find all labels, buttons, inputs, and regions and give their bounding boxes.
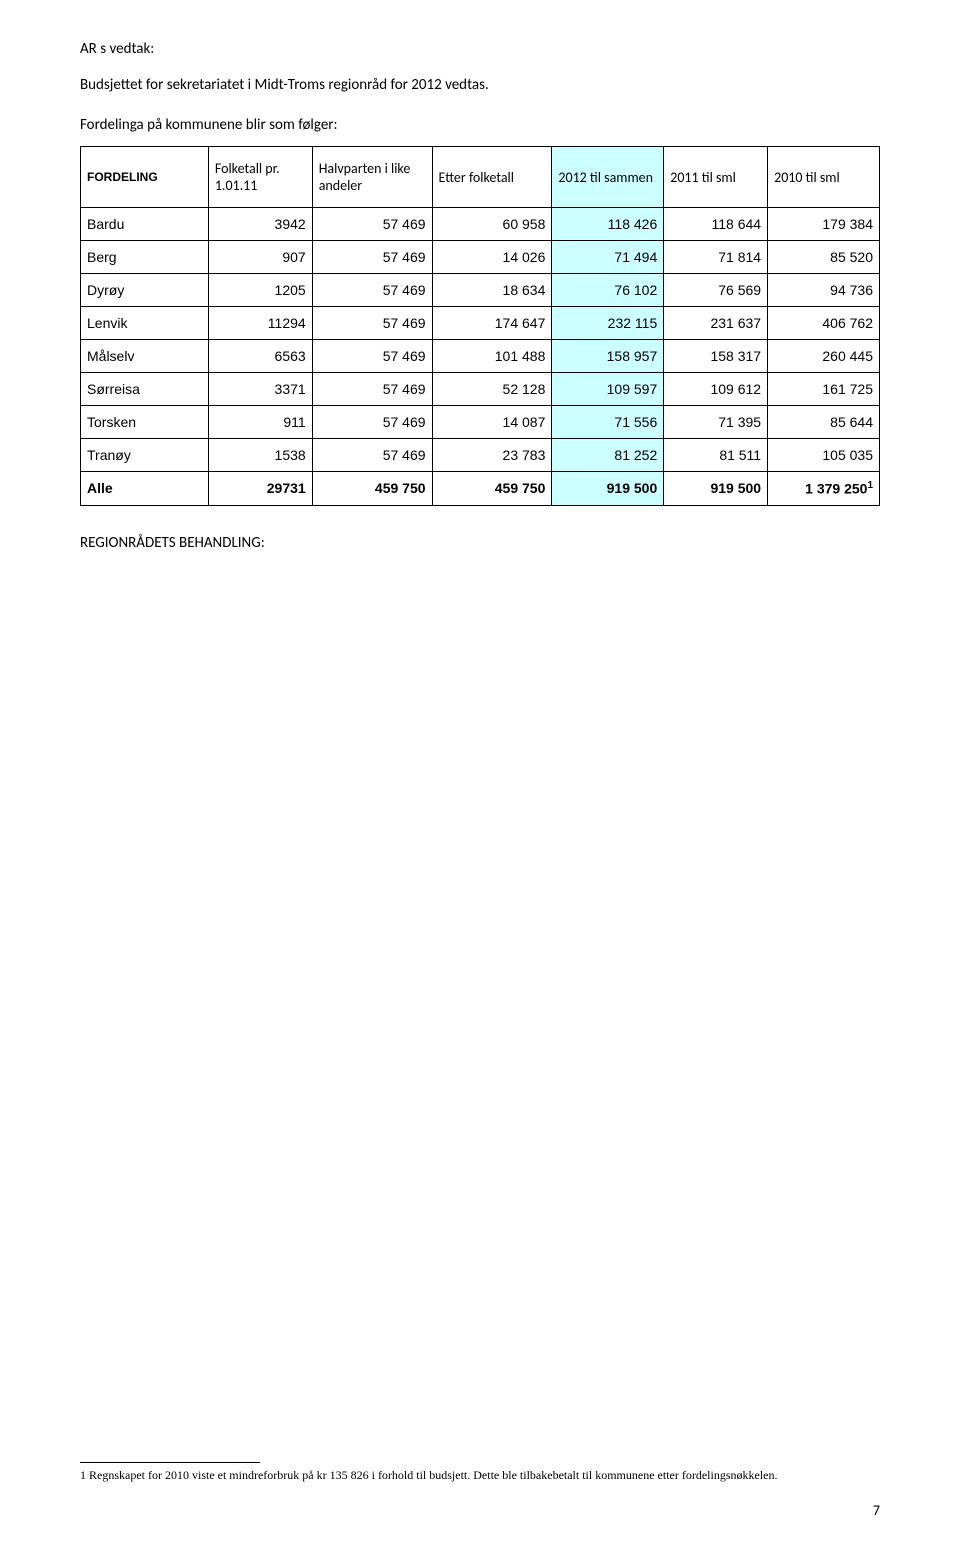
cell-name: Tranøy [81,439,209,472]
cell-2010: 260 445 [768,340,880,373]
cell-2010: 94 736 [768,274,880,307]
cell-2012: 109 597 [552,373,664,406]
cell-2012: 919 500 [552,472,664,506]
cell-halvparten: 459 750 [312,472,432,506]
cell-halvparten: 57 469 [312,406,432,439]
cell-2011: 81 511 [664,439,768,472]
table-row: Målselv656357 469101 488158 957158 31726… [81,340,880,373]
table-row: Lenvik1129457 469174 647232 115231 63740… [81,307,880,340]
intro-fordelinga: Fordelinga på kommunene blir som følger: [80,116,880,134]
table-row: Tranøy153857 46923 78381 25281 511105 03… [81,439,880,472]
table-header-row: FORDELING Folketall pr. 1.01.11 Halvpart… [81,147,880,208]
cell-etter: 14 026 [432,241,552,274]
cell-etter: 174 647 [432,307,552,340]
footer-area: 1 Regnskapet for 2010 viste et mindrefor… [80,1462,880,1483]
cell-etter: 14 087 [432,406,552,439]
table-row: Dyrøy120557 46918 63476 10276 56994 736 [81,274,880,307]
table-row: Torsken91157 46914 08771 55671 39585 644 [81,406,880,439]
cell-2011: 231 637 [664,307,768,340]
cell-halvparten: 57 469 [312,340,432,373]
cell-2010: 85 644 [768,406,880,439]
cell-2012: 232 115 [552,307,664,340]
cell-folketall: 3942 [208,208,312,241]
cell-2010: 406 762 [768,307,880,340]
cell-etter: 101 488 [432,340,552,373]
cell-2012: 71 494 [552,241,664,274]
cell-2012: 158 957 [552,340,664,373]
cell-name: Torsken [81,406,209,439]
cell-halvparten: 57 469 [312,439,432,472]
cell-2010: 105 035 [768,439,880,472]
cell-2012: 118 426 [552,208,664,241]
footnote-ref: 1 [867,480,873,491]
cell-folketall: 6563 [208,340,312,373]
cell-name: Lenvik [81,307,209,340]
table-row: Bardu394257 46960 958118 426118 644179 3… [81,208,880,241]
cell-etter: 52 128 [432,373,552,406]
cell-2011: 71 814 [664,241,768,274]
cell-name: Alle [81,472,209,506]
footnote: 1 Regnskapet for 2010 viste et mindrefor… [80,1467,880,1483]
cell-folketall: 1538 [208,439,312,472]
page: AR s vedtak: Budsjettet for sekretariate… [0,0,960,1543]
cell-halvparten: 57 469 [312,274,432,307]
cell-2011: 109 612 [664,373,768,406]
cell-name: Berg [81,241,209,274]
cell-etter: 23 783 [432,439,552,472]
section-regionraadet: REGIONRÅDETS BEHANDLING: [80,534,880,552]
cell-2011: 76 569 [664,274,768,307]
th-fordeling: FORDELING [81,147,209,208]
th-2012: 2012 til sammen [552,147,664,208]
table-totals-row: Alle29731459 750459 750919 500919 5001 3… [81,472,880,506]
cell-name: Sørreisa [81,373,209,406]
cell-halvparten: 57 469 [312,208,432,241]
th-2010: 2010 til sml [768,147,880,208]
th-halvparten: Halvparten i like andeler [312,147,432,208]
cell-name: Dyrøy [81,274,209,307]
cell-name: Målselv [81,340,209,373]
cell-2012: 71 556 [552,406,664,439]
cell-halvparten: 57 469 [312,241,432,274]
cell-etter: 459 750 [432,472,552,506]
cell-2012: 76 102 [552,274,664,307]
th-etter-folketall: Etter folketall [432,147,552,208]
footnote-separator [80,1462,260,1463]
cell-2012: 81 252 [552,439,664,472]
footnote-text: Regnskapet for 2010 viste et mindreforbr… [86,1468,778,1482]
table-body: Bardu394257 46960 958118 426118 644179 3… [81,208,880,506]
th-2011: 2011 til sml [664,147,768,208]
cell-folketall: 29731 [208,472,312,506]
budget-table: FORDELING Folketall pr. 1.01.11 Halvpart… [80,146,880,506]
cell-name: Bardu [81,208,209,241]
cell-folketall: 1205 [208,274,312,307]
cell-folketall: 907 [208,241,312,274]
table-row: Sørreisa337157 46952 128109 597109 61216… [81,373,880,406]
cell-folketall: 11294 [208,307,312,340]
cell-2011: 919 500 [664,472,768,506]
table-row: Berg90757 46914 02671 49471 81485 520 [81,241,880,274]
cell-2010: 179 384 [768,208,880,241]
cell-2011: 158 317 [664,340,768,373]
heading-ar-vedtak: AR s vedtak: [80,40,880,58]
cell-halvparten: 57 469 [312,373,432,406]
cell-2010: 1 379 2501 [768,472,880,506]
cell-folketall: 3371 [208,373,312,406]
cell-etter: 18 634 [432,274,552,307]
page-number: 7 [873,1502,880,1519]
cell-2010: 85 520 [768,241,880,274]
cell-2011: 71 395 [664,406,768,439]
cell-2010: 161 725 [768,373,880,406]
cell-2011: 118 644 [664,208,768,241]
subheading-budsjett: Budsjettet for sekretariatet i Midt-Trom… [80,76,880,94]
cell-etter: 60 958 [432,208,552,241]
th-folketall: Folketall pr. 1.01.11 [208,147,312,208]
cell-halvparten: 57 469 [312,307,432,340]
cell-folketall: 911 [208,406,312,439]
